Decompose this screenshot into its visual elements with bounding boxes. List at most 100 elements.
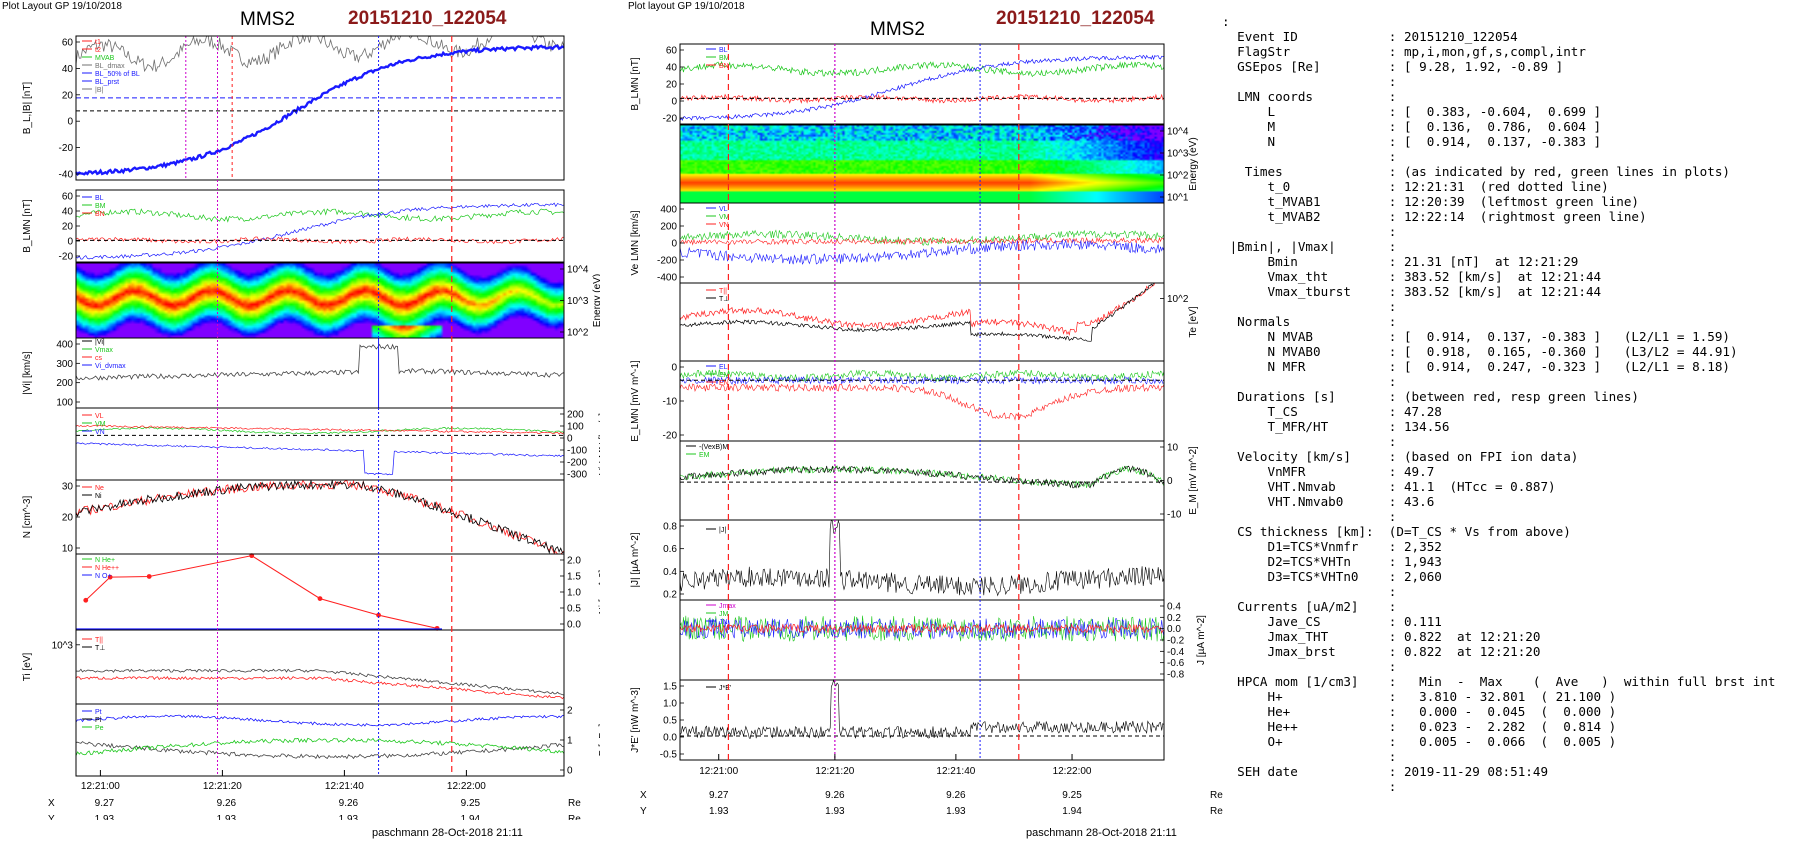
series-t-perp: [76, 669, 564, 695]
position-value: 9.25: [1062, 790, 1082, 801]
series-bl: [76, 203, 564, 259]
y-tick-label: -200: [567, 458, 587, 469]
left-panel-density: 302010NeNi: [62, 480, 564, 555]
y-tick-label: 20: [666, 80, 678, 91]
panel-frame: [680, 441, 1164, 520]
y-tick-label: 0: [671, 97, 677, 108]
x-tick-label: 12:21:00: [699, 766, 738, 777]
y-tick-label: 0.5: [567, 604, 581, 615]
series-je: [680, 680, 1164, 738]
x-tick-label: 12:21:40: [325, 781, 364, 792]
series-vn: [680, 240, 1164, 265]
legend-entry: BL_prst: [95, 79, 119, 86]
legend-entry: EL: [719, 364, 728, 371]
middle-footer: paschmann 28-Oct-2018 21:11: [1026, 827, 1177, 839]
y-tick-label: 0: [67, 117, 73, 128]
left-panel-vilmn: 2001000-100-200-300VLVMVN: [76, 408, 587, 481]
legend-entry: Ni: [95, 493, 102, 500]
y-tick-label: 30: [62, 482, 74, 493]
legend-entry: Vmax: [95, 347, 113, 354]
info-line: T_MFR/HT : 134.56: [1222, 419, 1776, 434]
y-tick-label: 10^2: [1167, 171, 1189, 182]
legend-entry: T||: [719, 288, 727, 295]
y-axis-label: Energy (eV): [592, 274, 600, 327]
y-tick-label: -0.8: [1167, 670, 1185, 681]
legend-entry: cs: [95, 355, 103, 362]
legend-entry: EM: [699, 452, 710, 459]
y-tick-label: 0: [67, 237, 73, 248]
y-tick-label: 10^3: [52, 640, 74, 651]
legend-entry: Jmax: [719, 603, 736, 610]
legend-entry: N He++: [95, 565, 119, 572]
info-line: He++ : 0.023 - 2.282 ( 0.814 ): [1222, 719, 1776, 734]
info-line: VnMFR : 49.7: [1222, 464, 1776, 479]
position-value: 9.26: [825, 790, 845, 801]
middle-panel-elmn: 0 -10 -20 ELEMEN: [663, 361, 1164, 442]
info-line: CS thickness [km]: (D=T_CS * Vs from abo…: [1222, 524, 1776, 539]
left-plot-stack: 6040200-20-40t1t2MVABBL_dmaxBL_50% of BL…: [0, 0, 600, 820]
panel-frame: [680, 680, 1164, 760]
left-footer: paschmann 28-Oct-2018 21:11: [372, 827, 523, 839]
left-panel-pressure: 2 1 0 PtPiPe: [76, 704, 573, 777]
info-line: N MVAB0 : [ 0.918, 0.165, -0.360 ] (L3/L…: [1222, 344, 1776, 359]
y-tick-label: 10^2: [1167, 294, 1189, 305]
series-j-magnitude: [680, 520, 1164, 596]
y-tick-label: 0.2: [663, 590, 677, 601]
info-line: :: [1222, 299, 1776, 314]
panel-frame: [76, 408, 564, 480]
y-axis-label: B_LMN [nT]: [630, 57, 641, 111]
info-line: Currents [uA/m2] :: [1222, 599, 1776, 614]
y-tick-label: 0.5: [663, 716, 677, 727]
y-tick-label: -40: [59, 170, 74, 181]
position-value: 1.93: [217, 814, 237, 820]
legend-entry: Vi_dvmax: [95, 363, 126, 370]
y-tick-label: -20: [663, 431, 678, 442]
y-tick-label: 400: [660, 205, 677, 216]
legend-entry: JN: [719, 619, 728, 626]
y-tick-label: 0.6: [663, 544, 677, 555]
x-tick-label: 12:21:20: [815, 766, 854, 777]
panel-frame: [76, 36, 564, 180]
info-line: t_MVAB2 : 12:22:14 (rightmost green line…: [1222, 209, 1776, 224]
position-value: 9.26: [217, 798, 237, 809]
x-tick-label: 12:21:40: [936, 766, 975, 777]
y-axis-label: B_LMN [nT]: [22, 199, 33, 253]
left-panel-blmn: 60 40 20 0 -20 BLBMBN: [59, 190, 564, 263]
x-tick-label: 12:21:00: [81, 781, 120, 792]
legend-entry: N O+: [95, 573, 112, 580]
info-line: VHT.Nmvab : 41.1 (HTcc = 0.887): [1222, 479, 1776, 494]
info-line: H+ : 3.810 - 32.801 ( 21.100 ): [1222, 689, 1776, 704]
series-vexb: [680, 466, 1164, 488]
legend-entry: BL: [719, 47, 728, 54]
legend-entry: T⊥: [95, 645, 105, 652]
info-line: :: [1222, 659, 1776, 674]
info-line: t_0 : 12:21:31 (red dotted line): [1222, 179, 1776, 194]
y-tick-label: -0.2: [1167, 636, 1185, 647]
series-b-total: [76, 36, 564, 72]
info-line: D3=TCS*VHTn0 : 2,060: [1222, 569, 1776, 584]
panel-frame: [76, 554, 564, 630]
series-bm: [76, 209, 564, 222]
panel-frame: [680, 520, 1164, 600]
y-axis-label: Ve LMN [km/s]: [630, 210, 641, 275]
legend-entry: t1: [95, 39, 101, 46]
y-tick-label: 1.0: [663, 699, 677, 710]
position-value: 1.93: [825, 806, 845, 817]
energy-spectrogram: [76, 263, 564, 338]
y-tick-label: 200: [660, 222, 677, 233]
position-value: 1.93: [95, 814, 115, 820]
y-tick-label: -0.5: [660, 750, 678, 761]
position-value: 1.93: [946, 806, 966, 817]
y-tick-label: 40: [62, 207, 74, 218]
legend-entry: BM: [95, 203, 106, 210]
info-line: VHT.Nmvab0 : 43.6: [1222, 494, 1776, 509]
y-tick-label: 10: [62, 544, 74, 555]
info-line: Velocity [km/s] : (based on FPI ion data…: [1222, 449, 1776, 464]
legend-entry: VL: [95, 413, 104, 420]
legend-entry: N He+: [95, 557, 115, 564]
info-line: D2=TCS*VHTn : 1,943: [1222, 554, 1776, 569]
info-line: Times : (as indicated by red, green line…: [1222, 164, 1776, 179]
legend-entry: JM: [719, 611, 729, 618]
info-line: N MFR : [ 0.914, 0.247, -0.323 ] (L2/L1 …: [1222, 359, 1776, 374]
y-tick-label: 20: [62, 90, 74, 101]
